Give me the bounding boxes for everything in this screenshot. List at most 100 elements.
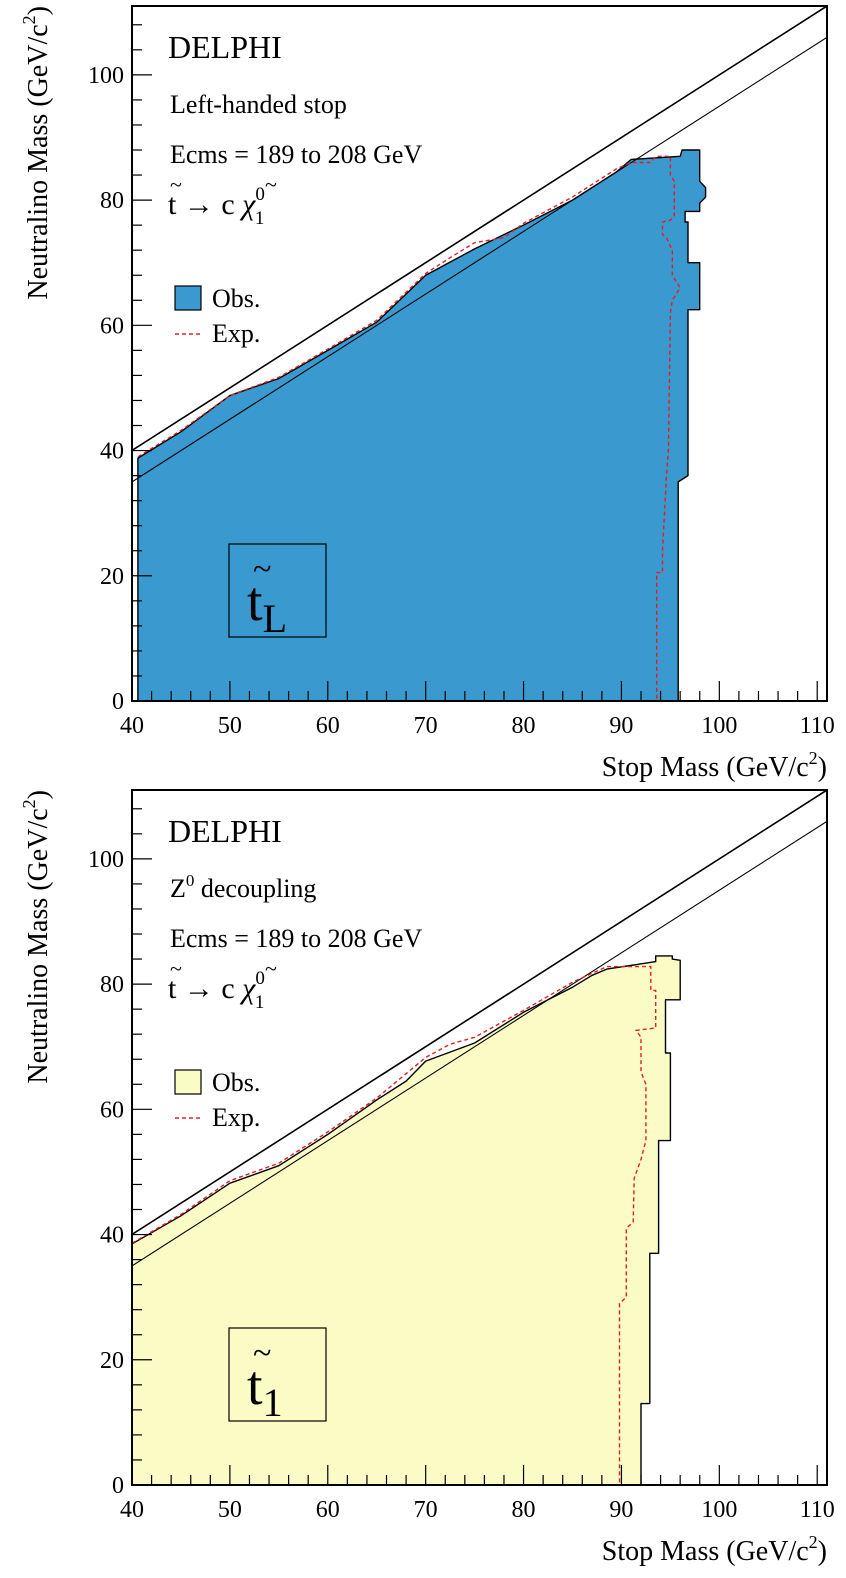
expected-limit-curve xyxy=(137,155,682,701)
energy-label: Ecms = 189 to 208 GeV xyxy=(170,924,422,953)
kinematic-limit-line xyxy=(132,36,827,483)
plot-frame xyxy=(131,5,828,702)
x-axis-title-close: ) xyxy=(818,752,827,783)
y-axis-title-close: ) xyxy=(23,6,54,15)
x-axis-title-text: Stop Mass (GeV/c xyxy=(602,1536,809,1567)
symbol-box-tilde: ~ xyxy=(253,551,271,588)
decay-tilde-chi: ~ xyxy=(265,956,277,981)
symbol-box-tilde: ~ xyxy=(253,1335,271,1372)
x-axis-title-close: ) xyxy=(818,1536,827,1567)
expected-limit-curve xyxy=(132,965,657,1485)
x-tick-label: 110 xyxy=(800,1497,835,1523)
x-tick-label: 100 xyxy=(701,1497,737,1523)
plot-area xyxy=(132,790,827,1485)
symbol-box-sub: L xyxy=(263,596,287,641)
decay-sup: 0 xyxy=(255,968,265,989)
symbol-box-label: tL xyxy=(247,571,287,641)
chart-subtitle-sup: 0 xyxy=(186,871,195,890)
decay-label: t → c χ0 1 xyxy=(168,184,265,229)
x-tick-label: 90 xyxy=(609,713,633,739)
x-tick-label: 50 xyxy=(218,713,242,739)
decay-neutralino-symbol: χ xyxy=(239,972,256,1005)
symbol-box-base: t xyxy=(247,1355,263,1417)
legend-obs-label: Obs. xyxy=(212,1068,260,1097)
decay-tilde-chi: ~ xyxy=(265,172,277,197)
y-tick-label: 40 xyxy=(100,439,124,465)
x-tick-label: 70 xyxy=(414,1497,438,1523)
y-tick-label: 100 xyxy=(88,63,124,89)
observed-excluded-region xyxy=(137,149,707,701)
y-tick-label: 40 xyxy=(100,1223,124,1249)
plot-area xyxy=(132,6,827,701)
y-tick-label: 0 xyxy=(112,689,124,715)
x-tick-label: 40 xyxy=(120,713,144,739)
x-tick-label: 80 xyxy=(512,713,536,739)
chart-subtitle-text: Left-handed stop xyxy=(170,90,347,119)
decay-sup: 0 xyxy=(255,184,265,205)
y-tick-label: 20 xyxy=(100,1348,124,1374)
x-axis-title-text: Stop Mass (GeV/c xyxy=(602,752,809,783)
decay-arrow: → c xyxy=(176,188,242,221)
symbol-box-base: t xyxy=(247,571,263,633)
y-tick-label: 100 xyxy=(88,847,124,873)
experiment-label: DELPHI xyxy=(168,29,282,65)
decay-tilde: ~ xyxy=(170,172,182,197)
x-tick-label: 100 xyxy=(701,713,737,739)
symbol-box-sub: 1 xyxy=(263,1380,283,1425)
x-axis-title-sup: 2 xyxy=(809,748,818,768)
y-tick-label: 80 xyxy=(100,972,124,998)
x-axis-title: Stop Mass (GeV/c2) xyxy=(602,748,827,783)
symbol-box-label: t1 xyxy=(247,1355,283,1425)
chart-subtitle-rest: decoupling xyxy=(194,874,316,903)
decay-sub: 1 xyxy=(255,992,265,1013)
x-axis-title: Stop Mass (GeV/c2) xyxy=(602,1532,827,1567)
y-axis-title: Neutralino Mass (GeV/c2) xyxy=(19,6,54,300)
y-tick-label: 20 xyxy=(100,564,124,590)
symbol-box xyxy=(228,1327,327,1422)
decay-arrow: → c xyxy=(176,972,242,1005)
y-axis-title-close: ) xyxy=(23,790,54,799)
y-tick-label: 60 xyxy=(100,313,124,339)
legend-exp-label: Exp. xyxy=(212,1103,260,1132)
y-axis-title: Neutralino Mass (GeV/c2) xyxy=(19,790,54,1084)
y-tick-label: 0 xyxy=(112,1473,124,1499)
x-tick-label: 40 xyxy=(120,1497,144,1523)
x-axis-title-sup: 2 xyxy=(809,1532,818,1552)
decay-label: t → c χ0 1 xyxy=(168,968,265,1013)
decay-stop-symbol: t xyxy=(168,972,177,1005)
plot-frame xyxy=(131,789,828,1486)
experiment-label: DELPHI xyxy=(168,813,282,849)
decay-tilde: ~ xyxy=(170,956,182,981)
energy-label: Ecms = 189 to 208 GeV xyxy=(170,140,422,169)
x-tick-label: 70 xyxy=(414,713,438,739)
y-tick-label: 60 xyxy=(100,1097,124,1123)
x-tick-label: 80 xyxy=(512,1497,536,1523)
x-tick-label: 60 xyxy=(316,713,340,739)
y-axis-title-text: Neutralino Mass (GeV/c xyxy=(23,24,54,299)
x-tick-label: 50 xyxy=(218,1497,242,1523)
decay-neutralino-symbol: χ xyxy=(239,188,256,221)
y-axis-title-sup: 2 xyxy=(19,799,39,808)
chart-subtitle: Z0 decoupling xyxy=(170,871,316,903)
y-axis-title-text: Neutralino Mass (GeV/c xyxy=(23,808,54,1083)
legend-obs-swatch xyxy=(174,285,202,311)
kinematic-limit-line xyxy=(132,790,827,1236)
decay-sub: 1 xyxy=(255,208,265,229)
x-tick-label: 90 xyxy=(609,1497,633,1523)
chart-subtitle-text: Z xyxy=(170,874,186,903)
x-tick-label: 60 xyxy=(316,1497,340,1523)
decay-stop-symbol: t xyxy=(168,188,177,221)
chart-subtitle: Left-handed stop xyxy=(170,90,347,119)
x-tick-label: 110 xyxy=(800,713,835,739)
symbol-box xyxy=(228,543,327,638)
legend-exp-label: Exp. xyxy=(212,319,260,348)
y-axis-title-sup: 2 xyxy=(19,15,39,24)
legend-obs-swatch xyxy=(174,1069,202,1095)
y-tick-label: 80 xyxy=(100,188,124,214)
kinematic-limit-line xyxy=(132,6,827,452)
kinematic-limit-line xyxy=(132,820,827,1267)
legend-obs-label: Obs. xyxy=(212,284,260,313)
